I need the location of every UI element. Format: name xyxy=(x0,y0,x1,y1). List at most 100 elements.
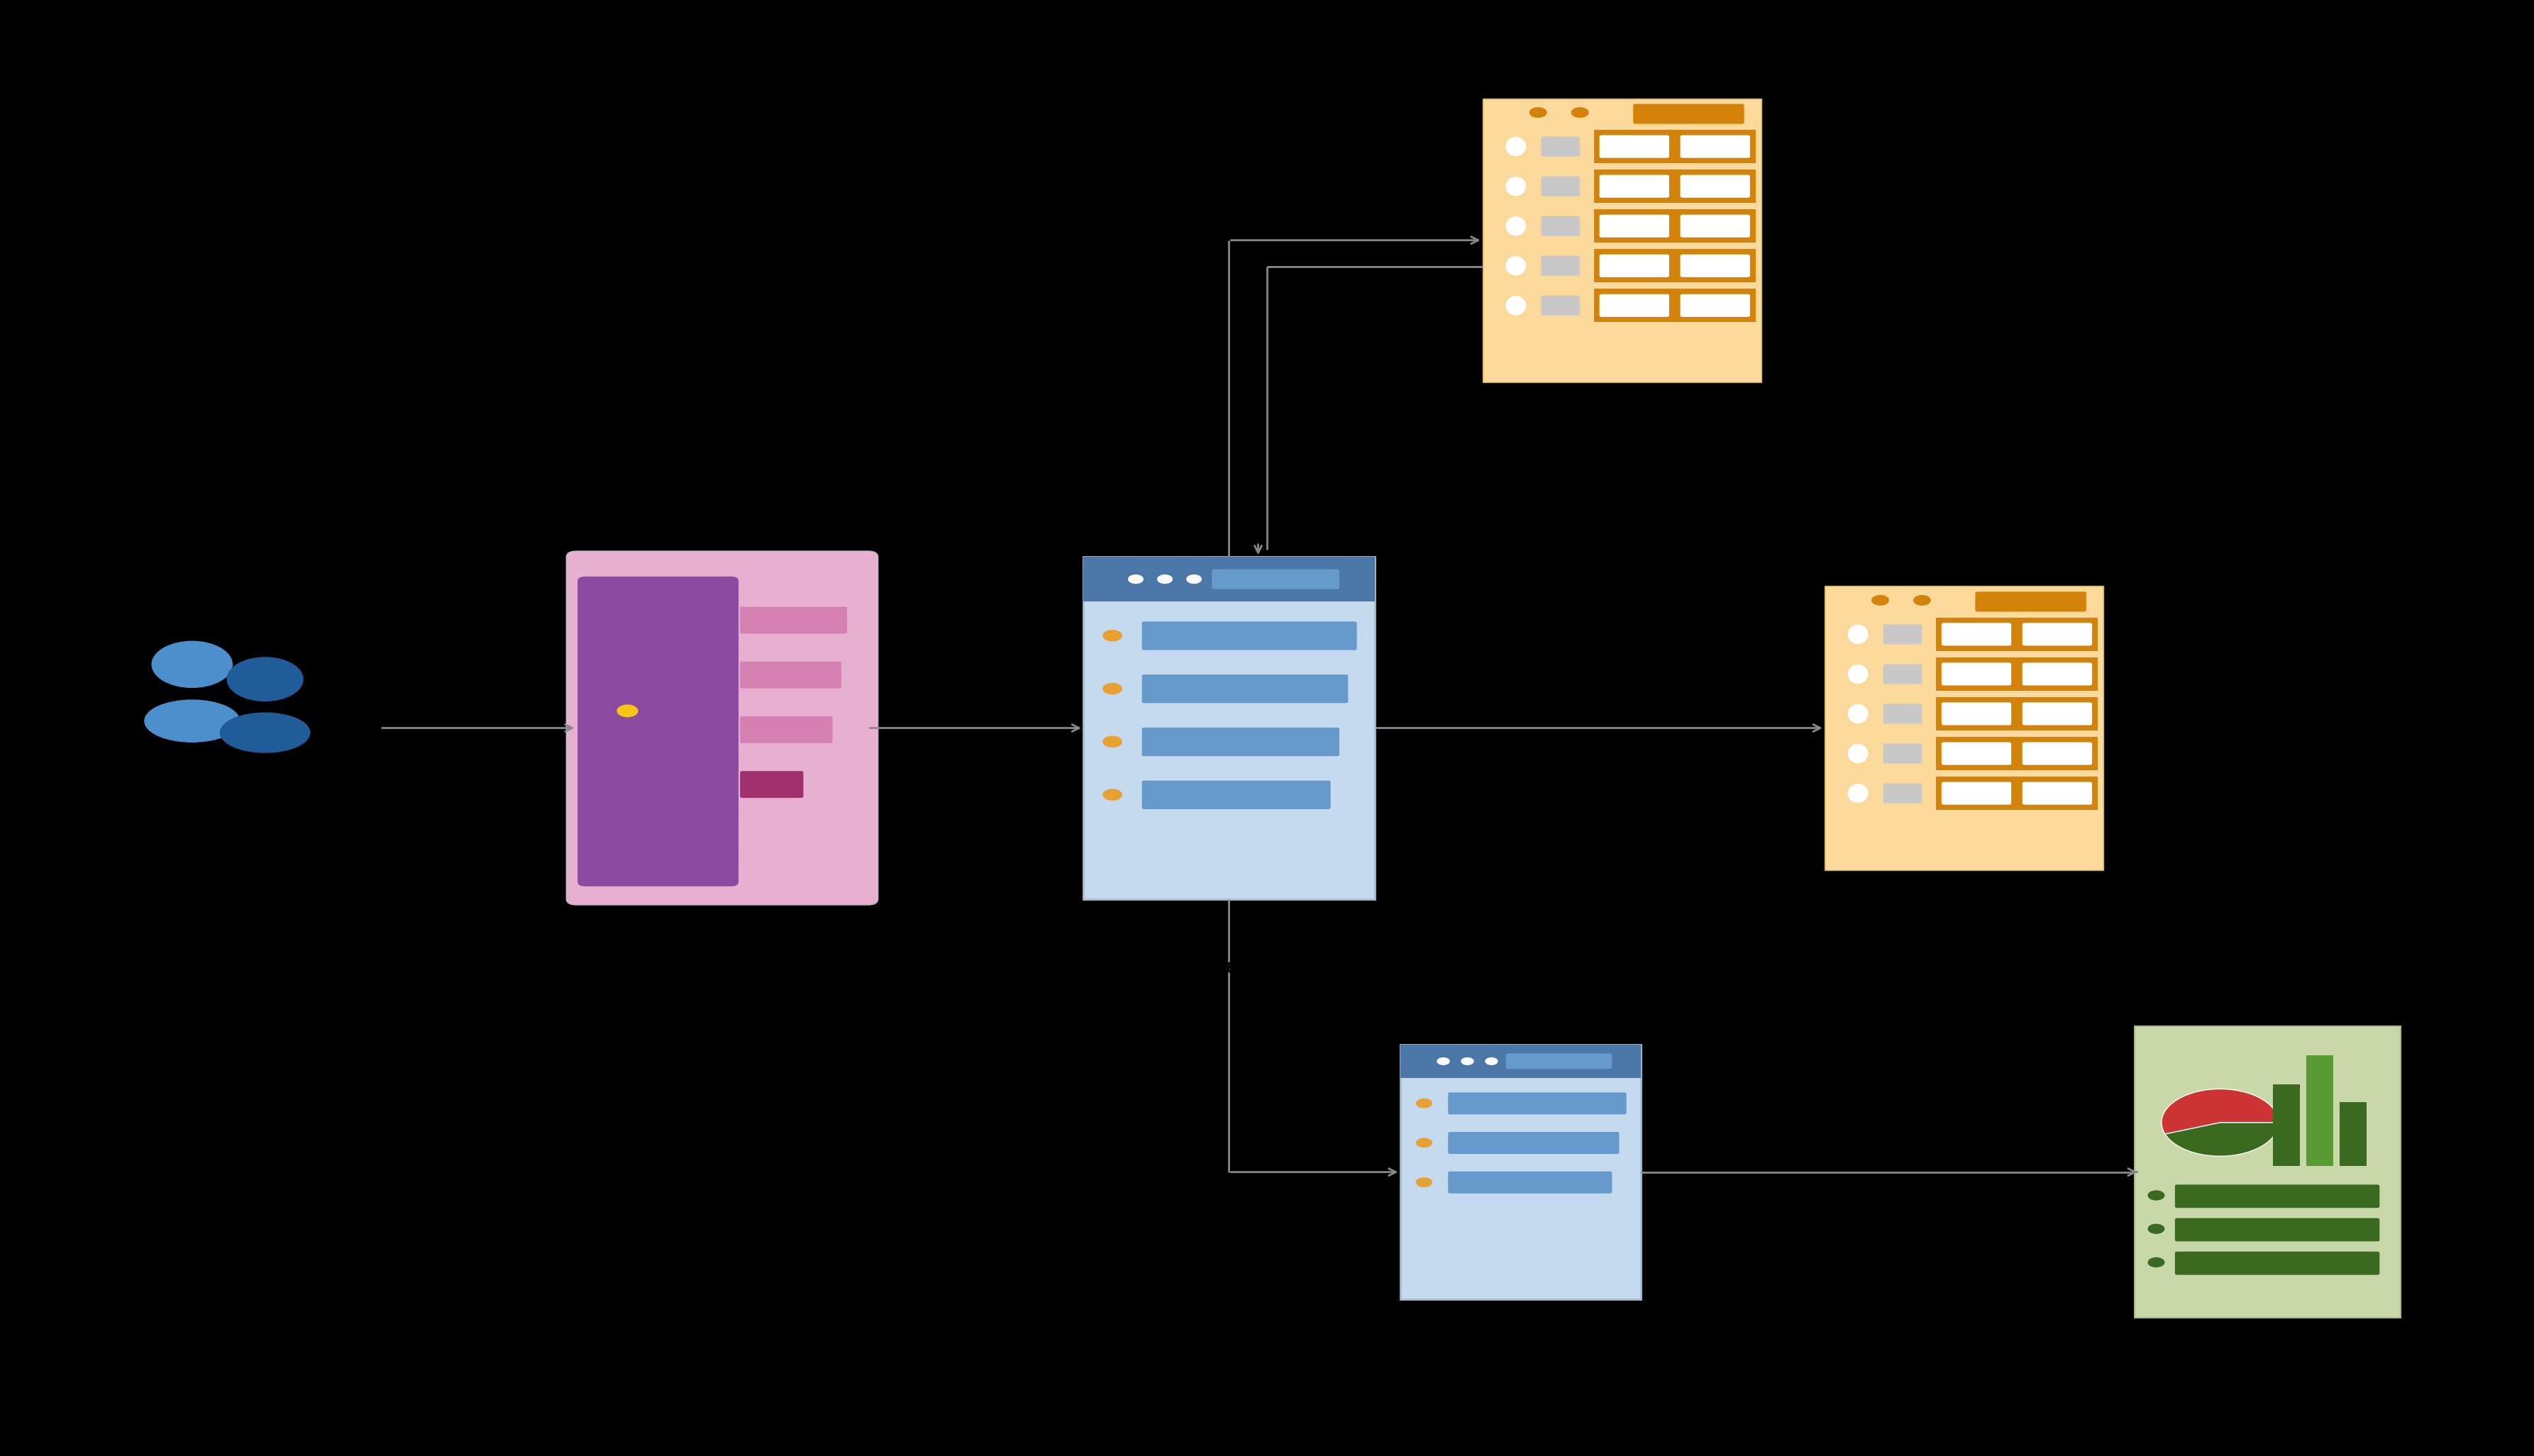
FancyBboxPatch shape xyxy=(1594,210,1756,243)
Bar xyxy=(2339,1102,2367,1166)
FancyBboxPatch shape xyxy=(1599,294,1670,317)
FancyBboxPatch shape xyxy=(1680,135,1751,157)
Circle shape xyxy=(2149,1258,2164,1267)
Bar xyxy=(2306,1056,2334,1166)
FancyBboxPatch shape xyxy=(1936,776,2098,810)
FancyBboxPatch shape xyxy=(1085,556,1373,898)
Ellipse shape xyxy=(144,700,241,743)
Ellipse shape xyxy=(1847,625,1868,644)
FancyBboxPatch shape xyxy=(2022,743,2093,764)
FancyBboxPatch shape xyxy=(1594,130,1756,163)
FancyBboxPatch shape xyxy=(1143,728,1340,756)
FancyBboxPatch shape xyxy=(1594,288,1756,322)
FancyBboxPatch shape xyxy=(1936,737,2098,770)
Text: Blood Tests
Sheet: Blood Tests Sheet xyxy=(1166,932,1292,977)
FancyBboxPatch shape xyxy=(740,661,841,689)
Circle shape xyxy=(1873,596,1888,606)
FancyBboxPatch shape xyxy=(1632,103,1743,124)
FancyBboxPatch shape xyxy=(578,577,737,887)
FancyBboxPatch shape xyxy=(1883,625,1921,644)
FancyBboxPatch shape xyxy=(2174,1219,2379,1242)
FancyBboxPatch shape xyxy=(1085,556,1373,601)
Circle shape xyxy=(2149,1224,2164,1233)
Circle shape xyxy=(1186,575,1201,584)
Ellipse shape xyxy=(1505,217,1525,236)
Ellipse shape xyxy=(1847,665,1868,683)
FancyBboxPatch shape xyxy=(2022,782,2093,805)
FancyBboxPatch shape xyxy=(1541,137,1579,156)
FancyBboxPatch shape xyxy=(1883,703,1921,724)
Circle shape xyxy=(1913,596,1931,606)
FancyBboxPatch shape xyxy=(1143,674,1348,703)
FancyBboxPatch shape xyxy=(1936,697,2098,731)
Circle shape xyxy=(618,705,639,716)
Ellipse shape xyxy=(1847,785,1868,802)
FancyBboxPatch shape xyxy=(565,550,877,904)
FancyBboxPatch shape xyxy=(1594,169,1756,202)
FancyBboxPatch shape xyxy=(1941,743,2012,764)
Circle shape xyxy=(1102,789,1123,801)
FancyBboxPatch shape xyxy=(1941,662,2012,686)
FancyBboxPatch shape xyxy=(1541,256,1579,275)
FancyBboxPatch shape xyxy=(1541,296,1579,316)
FancyBboxPatch shape xyxy=(1482,99,1761,383)
FancyBboxPatch shape xyxy=(740,607,846,633)
FancyBboxPatch shape xyxy=(1399,1045,1642,1077)
FancyBboxPatch shape xyxy=(1211,569,1340,590)
Ellipse shape xyxy=(1505,178,1525,195)
FancyBboxPatch shape xyxy=(2174,1252,2379,1275)
Text: Blood Test
Complete: Blood Test Complete xyxy=(1906,901,2022,948)
Ellipse shape xyxy=(1847,705,1868,724)
Circle shape xyxy=(1417,1139,1432,1147)
FancyBboxPatch shape xyxy=(1680,175,1751,198)
Text: Antibody
Testing
Dashboard: Antibody Testing Dashboard xyxy=(2207,1350,2329,1421)
FancyBboxPatch shape xyxy=(1883,783,1921,804)
FancyBboxPatch shape xyxy=(2136,1026,2402,1318)
FancyBboxPatch shape xyxy=(1599,135,1670,157)
FancyBboxPatch shape xyxy=(1399,1045,1642,1299)
Circle shape xyxy=(1102,683,1123,695)
FancyBboxPatch shape xyxy=(1941,623,2012,645)
FancyBboxPatch shape xyxy=(740,772,803,798)
Circle shape xyxy=(1102,630,1123,641)
Circle shape xyxy=(1102,737,1123,747)
Circle shape xyxy=(1128,575,1143,584)
Text: Blood Test
Consent Form: Blood Test Consent Form xyxy=(646,932,798,977)
Wedge shape xyxy=(2164,1123,2278,1156)
FancyBboxPatch shape xyxy=(1977,591,2085,612)
FancyBboxPatch shape xyxy=(1143,780,1330,810)
Ellipse shape xyxy=(1847,744,1868,763)
FancyBboxPatch shape xyxy=(1883,744,1921,763)
Wedge shape xyxy=(2162,1089,2278,1134)
Circle shape xyxy=(2149,1191,2164,1200)
Ellipse shape xyxy=(1505,256,1525,275)
FancyBboxPatch shape xyxy=(1447,1131,1619,1155)
Ellipse shape xyxy=(1505,297,1525,314)
FancyBboxPatch shape xyxy=(1594,249,1756,282)
FancyBboxPatch shape xyxy=(1936,617,2098,651)
FancyBboxPatch shape xyxy=(1883,664,1921,684)
Bar xyxy=(2273,1085,2301,1166)
Circle shape xyxy=(228,658,304,700)
FancyBboxPatch shape xyxy=(1599,255,1670,277)
FancyBboxPatch shape xyxy=(1599,175,1670,198)
Ellipse shape xyxy=(220,713,309,753)
Circle shape xyxy=(1437,1057,1449,1064)
FancyBboxPatch shape xyxy=(1143,622,1356,649)
FancyBboxPatch shape xyxy=(2022,702,2093,725)
FancyBboxPatch shape xyxy=(1447,1092,1627,1114)
Circle shape xyxy=(1417,1099,1432,1108)
Circle shape xyxy=(1462,1057,1472,1064)
Circle shape xyxy=(1158,575,1173,584)
Ellipse shape xyxy=(1505,137,1525,156)
Circle shape xyxy=(1571,108,1589,118)
Circle shape xyxy=(1531,108,1546,118)
FancyBboxPatch shape xyxy=(1505,1054,1612,1069)
FancyBboxPatch shape xyxy=(1941,782,2012,805)
FancyBboxPatch shape xyxy=(1541,176,1579,197)
FancyBboxPatch shape xyxy=(740,716,834,743)
FancyBboxPatch shape xyxy=(1599,214,1670,237)
FancyBboxPatch shape xyxy=(1941,702,2012,725)
FancyBboxPatch shape xyxy=(1680,214,1751,237)
FancyBboxPatch shape xyxy=(1680,255,1751,277)
